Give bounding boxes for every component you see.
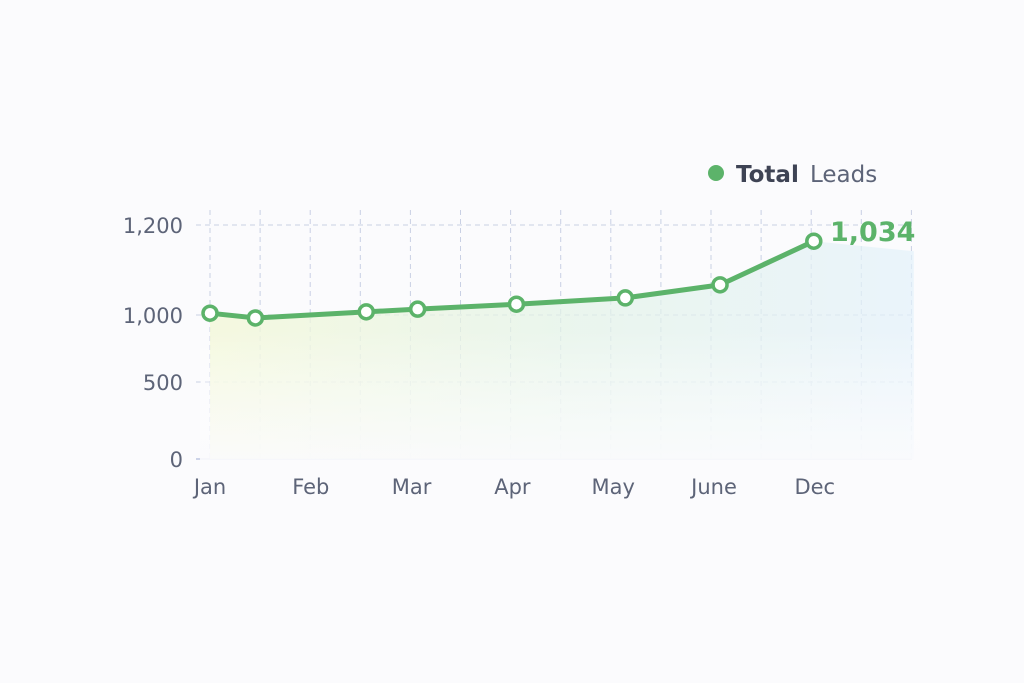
svg-text:Total Leads: Total Leads xyxy=(736,162,877,188)
x-tick-label: Mar xyxy=(392,475,432,499)
x-tick-label: Feb xyxy=(292,475,329,499)
x-tick-label: Jan xyxy=(192,475,226,499)
legend-marker xyxy=(708,165,724,181)
series-layer xyxy=(201,232,823,327)
area-fill-layer xyxy=(200,241,920,460)
data-point[interactable] xyxy=(357,303,375,321)
axis-ticks: 0 500 1,000 1,200 Jan Feb Mar Apr May June Dec xyxy=(123,214,835,499)
x-tick-label: June xyxy=(689,475,737,499)
data-point[interactable] xyxy=(201,304,219,322)
y-tick-label: 500 xyxy=(143,371,183,395)
series-line xyxy=(207,238,817,321)
y-tick-label: 1,000 xyxy=(123,304,183,328)
data-point[interactable] xyxy=(616,289,635,307)
x-tick-label: Dec xyxy=(794,475,835,499)
data-point[interactable] xyxy=(711,276,729,294)
legend: Total Leads xyxy=(708,162,877,188)
data-point[interactable] xyxy=(805,232,823,250)
data-label-last: 1,034 xyxy=(830,217,915,248)
area-fade xyxy=(200,330,920,460)
x-tick-label: May xyxy=(591,475,634,499)
legend-label-strong: Total xyxy=(736,162,799,188)
y-tick-label: 0 xyxy=(170,448,183,472)
y-tick-label: 1,200 xyxy=(123,214,183,238)
data-point[interactable] xyxy=(507,295,526,313)
legend-label-rest: Leads xyxy=(810,162,877,188)
x-tick-label: Apr xyxy=(494,475,531,499)
data-point[interactable] xyxy=(246,309,265,327)
data-point[interactable] xyxy=(408,300,427,318)
